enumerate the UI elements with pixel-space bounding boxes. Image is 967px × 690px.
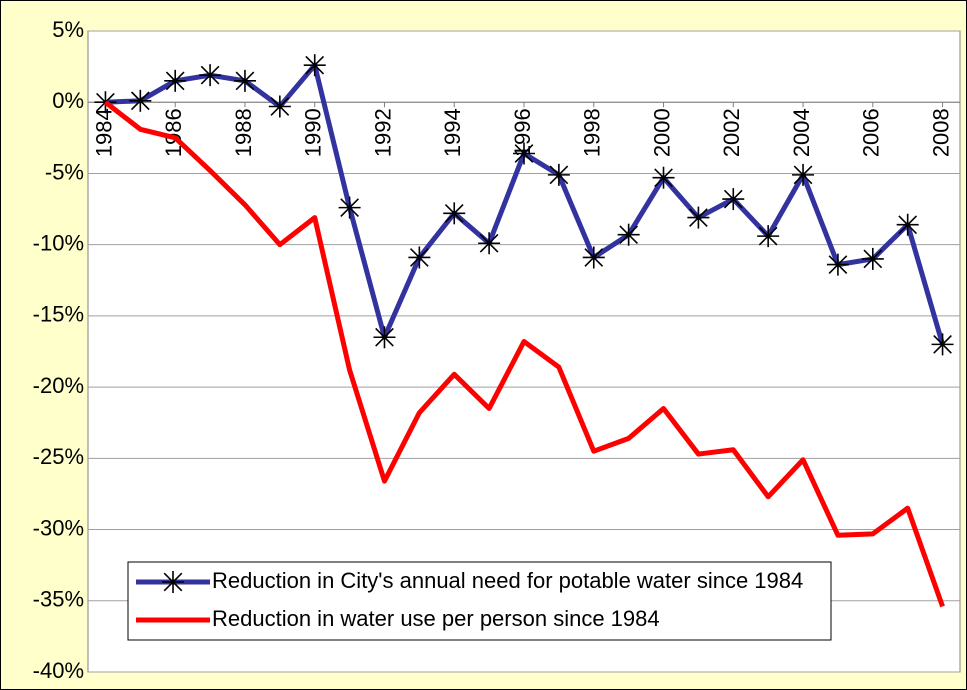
data-point <box>896 213 919 236</box>
data-point <box>408 246 431 269</box>
data-point <box>199 64 222 87</box>
marker-stroke <box>165 71 185 91</box>
x-tick-label: 1996 <box>510 108 535 157</box>
x-tick-label: 2006 <box>859 108 884 157</box>
data-point <box>617 223 640 246</box>
x-tick-label: 1994 <box>440 108 465 157</box>
y-tick-label: -5% <box>45 159 84 184</box>
y-tick-label: -20% <box>33 373 84 398</box>
marker-stroke <box>514 144 534 163</box>
legend-marker <box>162 571 184 593</box>
marker-stroke <box>549 165 569 185</box>
data-point <box>513 142 535 165</box>
data-point <box>722 188 745 211</box>
x-tick-label: 1992 <box>370 108 395 157</box>
marker-stroke <box>444 203 464 223</box>
marker-stroke <box>758 226 778 246</box>
x-tick-label: 1990 <box>301 108 326 157</box>
marker-stroke <box>375 327 394 347</box>
data-point <box>826 253 849 276</box>
data-point <box>582 246 605 269</box>
marker-stroke <box>654 168 673 188</box>
x-tick-label: 2004 <box>789 108 814 157</box>
data-point <box>129 89 152 112</box>
x-tick-label: 1998 <box>580 108 605 157</box>
marker-stroke <box>619 225 639 245</box>
data-point <box>687 206 710 229</box>
legend <box>127 561 832 641</box>
marker-stroke <box>200 65 220 85</box>
y-tick-label: -40% <box>33 658 84 683</box>
marker-stroke <box>479 233 499 253</box>
x-tick-label: 2008 <box>928 108 953 157</box>
series-line <box>103 100 945 608</box>
x-tick-label: 1986 <box>161 108 186 157</box>
data-point <box>478 232 501 255</box>
marker-stroke <box>163 572 183 592</box>
marker-stroke <box>828 255 848 274</box>
marker-stroke <box>723 189 743 209</box>
data-point <box>303 54 326 77</box>
data-point <box>652 166 675 189</box>
data-point <box>233 69 256 92</box>
marker-stroke <box>340 198 359 217</box>
legend-label: Reduction in City's annual need for pota… <box>212 568 803 593</box>
marker-stroke <box>863 249 883 269</box>
marker-stroke <box>130 91 150 111</box>
marker-stroke <box>584 248 604 267</box>
x-tick-label: 2000 <box>649 108 674 157</box>
data-point <box>373 326 396 349</box>
data-point <box>757 225 780 248</box>
data-point <box>338 196 361 219</box>
y-tick-label: -35% <box>33 587 84 612</box>
y-tick-label: -15% <box>33 302 84 327</box>
marker-stroke <box>409 248 429 267</box>
x-tick-label: 2002 <box>719 108 744 157</box>
data-point <box>268 95 291 118</box>
marker-stroke <box>270 97 290 116</box>
y-tick-label: -10% <box>33 230 84 255</box>
x-tick-label: 1988 <box>231 108 256 157</box>
marker-stroke <box>235 71 255 91</box>
marker-stroke <box>689 208 708 227</box>
x-tick-label: 1984 <box>91 108 116 157</box>
data-point <box>547 163 570 186</box>
data-point <box>792 163 815 186</box>
y-tick-label: -25% <box>33 444 84 469</box>
legend-label: Reduction in water use per person since … <box>212 606 660 631</box>
data-point <box>164 69 187 92</box>
y-tick-label: 5% <box>52 17 84 42</box>
marker-stroke <box>305 55 325 75</box>
marker-stroke <box>933 335 952 354</box>
marker-stroke <box>898 215 918 235</box>
marker-stroke <box>793 165 813 185</box>
y-tick-label: -30% <box>33 515 84 540</box>
data-point <box>443 202 466 225</box>
data-point <box>861 247 884 270</box>
data-point <box>931 333 954 356</box>
y-tick-label: 0% <box>52 88 84 113</box>
